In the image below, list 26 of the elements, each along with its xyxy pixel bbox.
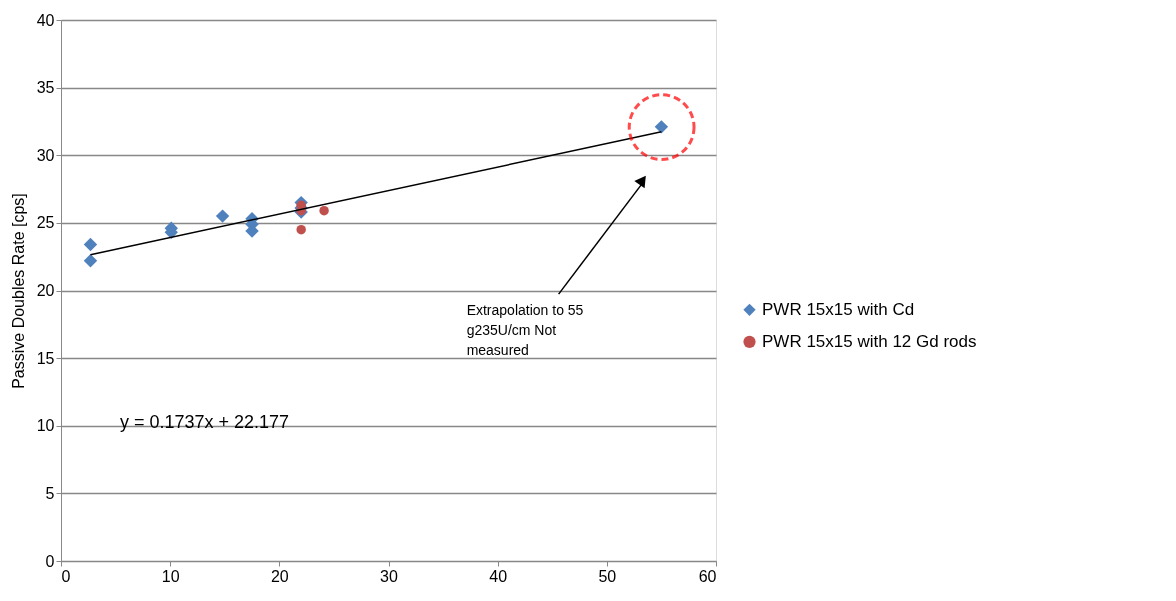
y-tick-label: 25 xyxy=(36,214,55,232)
y-tick-label: 10 xyxy=(36,417,55,435)
x-tick-label: 50 xyxy=(598,567,617,585)
y-axis-title: Passive Doubles Rate [cps] xyxy=(9,193,27,389)
y-tick-label: 35 xyxy=(36,79,55,97)
y-tick-label: 15 xyxy=(36,349,55,367)
annotation: Extrapolation to 55 g235U/cm Not measured xyxy=(466,302,584,359)
x-tick-label: 20 xyxy=(270,567,289,585)
y-tick-label: 5 xyxy=(45,484,55,502)
legend-label: PWR 15x15 with 12 Gd rods xyxy=(762,331,977,351)
x-tick-label: 40 xyxy=(489,567,508,585)
x-tick-label: 0 xyxy=(61,567,71,585)
point xyxy=(319,205,329,216)
y-tick-label: 30 xyxy=(36,146,55,164)
point xyxy=(83,237,98,252)
x-tick-label: 10 xyxy=(161,567,180,585)
y-tick-label: 40 xyxy=(36,11,55,29)
point xyxy=(83,254,98,268)
annotation: y = 0.1737x + 22.177 xyxy=(119,412,290,433)
point xyxy=(215,209,230,223)
y-tick-label: 0 xyxy=(45,552,55,570)
point xyxy=(296,224,306,235)
x-tick-label: 60 xyxy=(698,567,717,585)
y-tick-label: 20 xyxy=(36,282,55,299)
x-tick-label: 30 xyxy=(380,567,398,585)
legend-label: PWR 15x15 with Cd xyxy=(762,299,915,319)
